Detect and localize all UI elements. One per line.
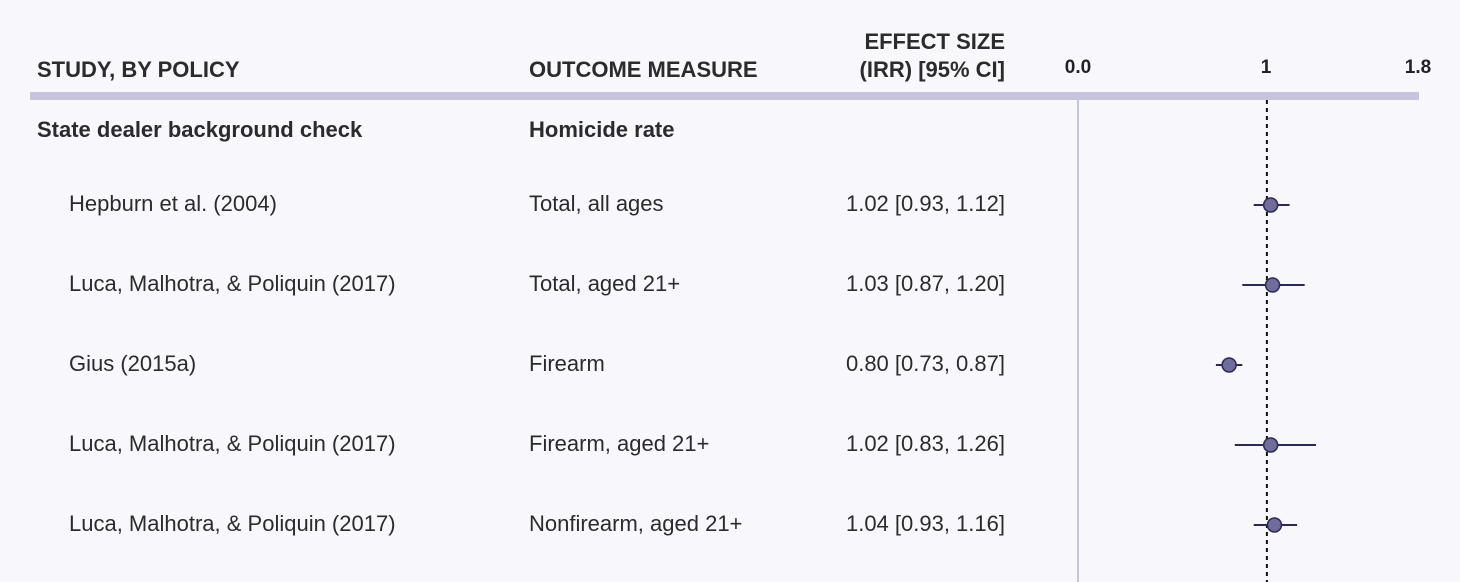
header-study: STUDY, BY POLICY xyxy=(37,57,240,82)
effect-size: 0.80 [0.73, 0.87] xyxy=(845,351,1005,376)
effect-size: 1.02 [0.93, 1.12] xyxy=(845,191,1005,216)
effect-point xyxy=(1264,277,1281,293)
study-name: Luca, Malhotra, & Poliquin (2017) xyxy=(69,511,396,536)
effect-point xyxy=(1221,357,1237,373)
policy-section-title: State dealer background check xyxy=(37,117,363,142)
study-name: Luca, Malhotra, & Poliquin (2017) xyxy=(69,271,396,296)
table-row: Luca, Malhotra, & Poliquin (2017) Firear… xyxy=(0,430,1010,460)
outcome-measure: Firearm, aged 21+ xyxy=(529,431,710,456)
effect-size: 1.02 [0.83, 1.26] xyxy=(845,431,1005,456)
effect-point xyxy=(1262,197,1279,213)
header-effect-line2: (IRR) [95% CI] xyxy=(859,57,1005,82)
study-name: Luca, Malhotra, & Poliquin (2017) xyxy=(69,431,396,456)
header-outcome: OUTCOME MEASURE xyxy=(529,57,758,82)
effect-size: 1.04 [0.93, 1.16] xyxy=(845,511,1005,536)
x-tick-label-2: 1.8 xyxy=(1404,57,1432,78)
effect-point xyxy=(1262,437,1279,453)
effect-point xyxy=(1266,517,1283,533)
study-name: Gius (2015a) xyxy=(69,351,197,376)
outcome-measure: Total, aged 21+ xyxy=(529,271,681,296)
header-rule xyxy=(30,92,1419,100)
outcome-section-title: Homicide rate xyxy=(529,117,675,142)
x-tick-label-0: 0.0 xyxy=(1064,57,1092,78)
table-row: Luca, Malhotra, & Poliquin (2017) Nonfir… xyxy=(0,510,1010,540)
x-tick-label-1: 1 xyxy=(1260,57,1272,78)
effect-size: 1.03 [0.87, 1.20] xyxy=(845,271,1005,296)
outcome-measure: Nonfirearm, aged 21+ xyxy=(529,511,743,536)
table-row: Gius (2015a) Firearm 0.80 [0.73, 0.87] xyxy=(0,350,1010,380)
header-effect-line1: EFFECT SIZE xyxy=(864,29,1005,54)
table-row: Luca, Malhotra, & Poliquin (2017) Total,… xyxy=(0,270,1010,300)
outcome-measure: Firearm xyxy=(529,351,605,376)
table-row: Hepburn et al. (2004) Total, all ages 1.… xyxy=(0,190,1010,220)
study-name: Hepburn et al. (2004) xyxy=(69,191,277,216)
outcome-measure: Total, all ages xyxy=(529,191,664,216)
